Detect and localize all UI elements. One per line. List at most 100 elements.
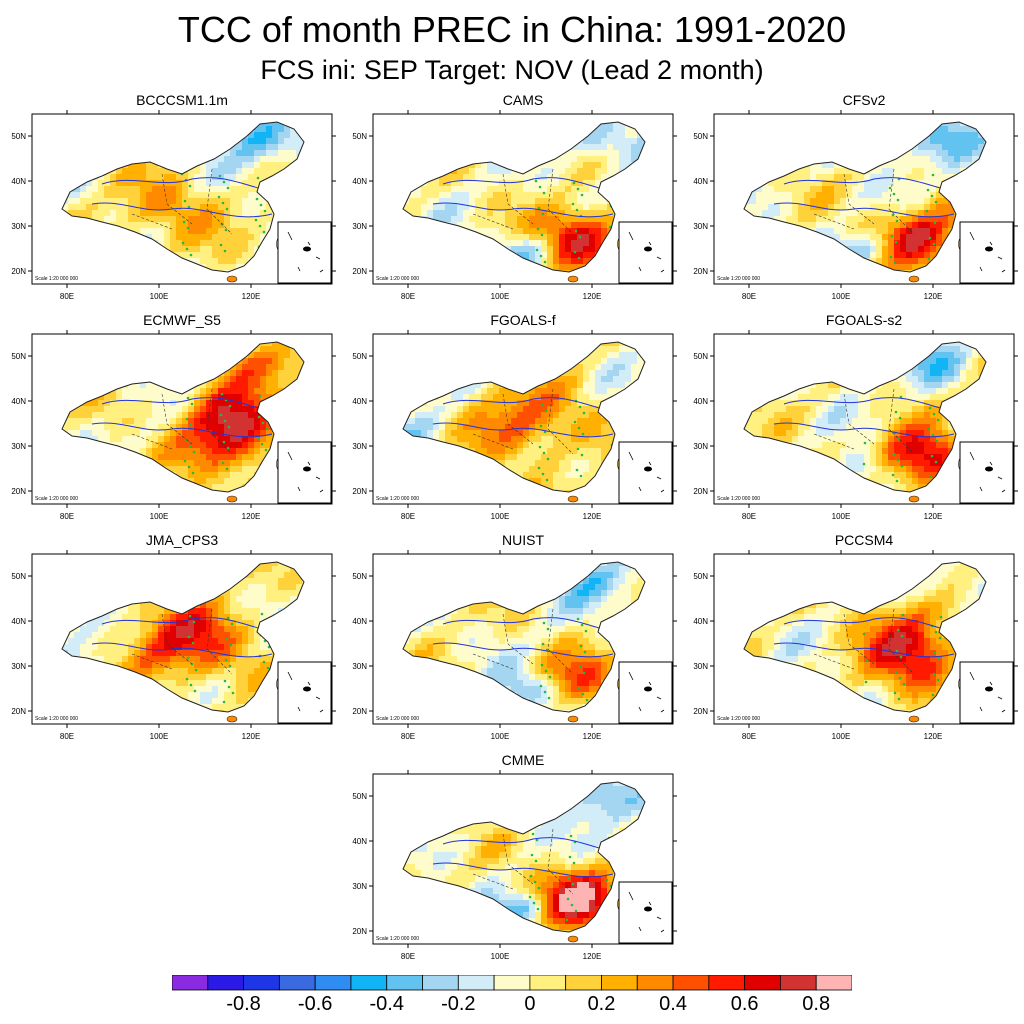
field-cell [272, 122, 278, 126]
field-cell [206, 122, 212, 126]
field-cell [655, 156, 661, 162]
field-cell [110, 234, 116, 240]
field-cell [254, 364, 260, 370]
field-cell [523, 282, 529, 288]
field-cell [379, 168, 385, 174]
field-cell [98, 132, 104, 138]
field-cell [750, 222, 756, 228]
field-cell [918, 198, 924, 204]
field-cell [224, 240, 230, 246]
field-cell [756, 144, 762, 150]
field-cell [822, 138, 828, 144]
field-cell [98, 150, 104, 156]
field-cell [98, 204, 104, 210]
field-cell [415, 210, 421, 216]
field-cell [828, 252, 834, 258]
field-cell [906, 126, 912, 132]
field-cell [164, 122, 170, 126]
field-cell [649, 162, 655, 168]
field-cell [655, 180, 661, 186]
field-cell [158, 264, 164, 270]
inset-island-mark [985, 246, 993, 252]
field-cell [756, 138, 762, 144]
field-cell [397, 156, 403, 162]
field-cell [529, 276, 535, 282]
field-cell [631, 132, 637, 138]
field-cell [44, 138, 50, 144]
lon-tick-label: 80E [60, 292, 74, 301]
field-cell [284, 132, 290, 138]
field-cell [942, 210, 948, 216]
field-cell [140, 122, 146, 126]
field-cell [756, 282, 762, 288]
field-cell [248, 234, 254, 240]
field-cell [86, 240, 92, 246]
field-cell [242, 358, 248, 364]
field-cell [780, 252, 786, 258]
field-cell [439, 276, 445, 282]
field-cell [188, 364, 194, 370]
field-cell [631, 198, 637, 204]
field-cell [894, 216, 900, 222]
field-cell [942, 186, 948, 192]
field-cell [631, 210, 637, 216]
field-cell [38, 370, 44, 376]
field-cell [852, 258, 858, 264]
field-cell [780, 228, 786, 234]
field-cell [499, 216, 505, 222]
field-cell [984, 162, 986, 168]
field-cell [224, 204, 230, 210]
field-cell [242, 204, 248, 210]
field-cell [134, 168, 140, 174]
field-cell [212, 192, 218, 198]
field-cell [68, 204, 74, 210]
field-cell [463, 216, 469, 222]
field-cell [601, 132, 607, 138]
field-cell [80, 162, 86, 168]
field-cell [870, 276, 876, 282]
field-cell [840, 204, 846, 210]
field-cell [768, 114, 774, 120]
field-cell [810, 252, 816, 258]
field-cell [744, 264, 750, 270]
field-cell [110, 192, 116, 198]
field-cell [266, 162, 272, 168]
field-cell [236, 334, 242, 340]
field-cell [589, 216, 595, 222]
field-cell [403, 240, 409, 246]
field-cell [583, 258, 589, 264]
field-cell [804, 276, 810, 282]
field-cell [553, 114, 559, 120]
field-cell [296, 122, 302, 126]
field-cell [74, 204, 80, 210]
field-cell [314, 216, 320, 222]
field-cell [768, 174, 774, 180]
field-cell [942, 228, 948, 234]
field-cell [379, 204, 385, 210]
south-china-sea-inset [618, 221, 673, 284]
field-cell [314, 120, 320, 126]
field-cell [559, 240, 565, 246]
field-cell [194, 270, 200, 272]
field-cell [589, 174, 595, 180]
field-cell [379, 252, 385, 258]
field-cell [212, 162, 218, 168]
field-cell [403, 252, 409, 258]
field-cell [565, 192, 571, 198]
field-cell [529, 216, 535, 222]
field-cell [511, 122, 517, 126]
field-cell [583, 210, 589, 216]
field-cell [50, 198, 56, 204]
field-cell [170, 150, 176, 156]
field-cell [750, 162, 756, 168]
field-cell [266, 132, 272, 138]
field-cell [493, 264, 499, 270]
field-cell [828, 270, 834, 272]
field-cell [302, 132, 304, 138]
field-cell [870, 168, 876, 174]
field-cell [433, 270, 439, 272]
field-cell [284, 126, 290, 132]
field-cell [170, 270, 176, 272]
field-cell [80, 138, 86, 144]
field-cell [906, 210, 912, 216]
